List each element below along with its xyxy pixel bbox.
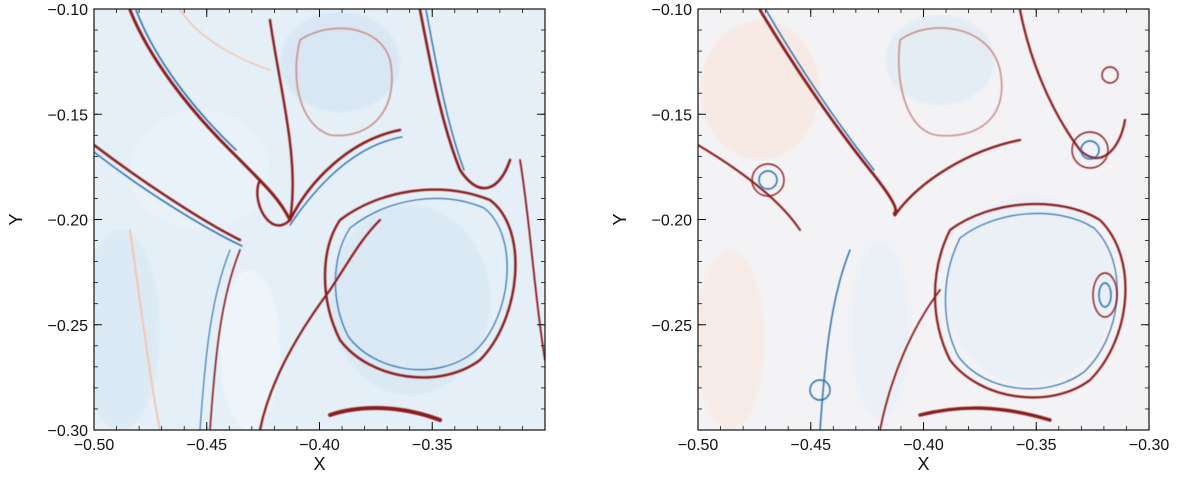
right-x-tick-label: −0.35 — [1016, 437, 1057, 454]
right-x-tick-label: −0.45 — [791, 437, 832, 454]
left-x-axis-label: X — [313, 454, 325, 474]
right-axes: −0.50 −0.45 −0.40 −0.35 −0.30 −0.25 −0.20 −0.15… — [610, 2, 1169, 474]
right-y-tick-label: −0.10 — [652, 2, 693, 19]
right-y-tick-label: −0.25 — [652, 318, 693, 335]
left-y-tick-label: −0.20 — [48, 213, 89, 230]
right-vortices — [751, 66, 1119, 401]
right-x-tick-label: −0.40 — [903, 437, 944, 454]
right-y-tick-label: −0.15 — [652, 107, 693, 124]
left-panel: −0.50 −0.45 −0.40 −0.35 −0.30 −0.25 −0.20 −0.15… — [6, 2, 546, 474]
right-x-axis-label: X — [917, 454, 929, 474]
left-y-tick-label: −0.25 — [48, 318, 89, 335]
left-y-tick-label: −0.30 — [48, 423, 89, 440]
right-panel: −0.50 −0.45 −0.40 −0.35 −0.30 −0.25 −0.20 −0.15… — [610, 2, 1169, 474]
left-x-tick-label: −0.50 — [74, 437, 115, 454]
left-axes: −0.50 −0.45 −0.40 −0.35 −0.30 −0.25 −0.20 −0.15… — [6, 2, 546, 474]
right-y-tick-label: −0.20 — [652, 213, 693, 230]
right-field-image — [698, 9, 1149, 430]
left-y-tick-label: −0.15 — [48, 107, 89, 124]
left-x-tick-label: −0.35 — [412, 437, 453, 454]
left-field-image — [94, 9, 545, 430]
right-x-tick-label: −0.30 — [1129, 437, 1170, 454]
left-y-axis-label: Y — [6, 213, 26, 225]
left-x-tick-label: −0.40 — [299, 437, 340, 454]
right-x-tick-label: −0.50 — [678, 437, 719, 454]
left-x-tick-label: −0.45 — [187, 437, 228, 454]
right-y-axis-label: Y — [610, 213, 630, 225]
left-y-tick-label: −0.10 — [48, 2, 89, 19]
